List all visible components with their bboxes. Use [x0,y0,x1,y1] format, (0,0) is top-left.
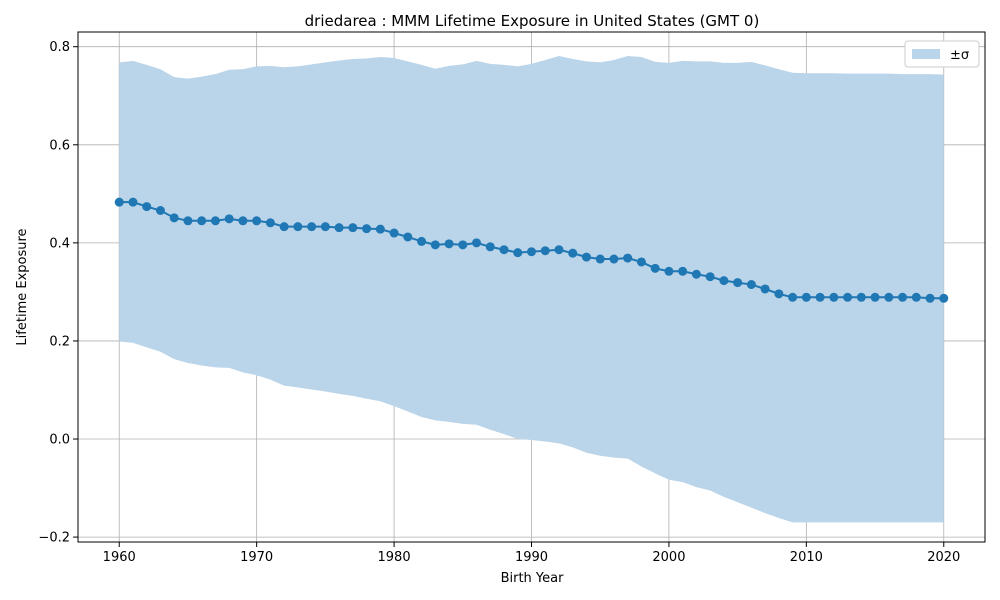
data-point [348,223,358,233]
x-tick-label: 1970 [240,550,273,565]
data-point [691,269,701,279]
data-point [513,248,523,258]
data-point [595,254,605,264]
y-tick-label: 0.6 [49,138,70,153]
sigma-band [119,56,944,523]
y-tick-label: −0.2 [38,531,70,546]
data-point [293,222,303,232]
data-point [499,245,509,255]
x-axis-ticks: 1960 1970 1980 1990 2000 2010 2020 [103,542,960,565]
data-point [155,206,165,215]
data-point [142,202,152,212]
data-point [224,214,234,224]
data-point [375,224,385,234]
data-point [320,222,330,232]
data-point [389,228,399,238]
data-point [898,292,908,302]
x-tick-label: 1990 [515,550,548,565]
data-point [279,222,289,232]
data-point [925,293,935,303]
data-point [183,216,193,226]
y-tick-label: 0.4 [49,236,70,251]
data-point [554,245,564,255]
data-point [169,213,179,223]
data-point [472,238,482,248]
y-tick-label: 0.0 [49,433,70,448]
data-point [527,247,536,257]
x-tick-label: 2010 [790,550,823,565]
data-point [650,263,660,273]
data-point [664,266,674,276]
data-point [733,278,743,288]
x-axis-label: Birth Year [501,571,565,586]
data-point [870,292,880,302]
data-point [719,276,729,286]
data-point [252,216,262,226]
data-point [884,292,894,302]
legend-box [904,40,980,68]
data-point [623,253,633,263]
data-point [843,292,853,302]
data-point [774,289,784,299]
data-point [307,222,317,232]
data-point [760,284,770,294]
data-point [265,218,275,228]
data-point [197,216,207,226]
data-point [801,292,811,302]
data-point [430,240,440,250]
data-point [705,272,715,282]
data-point [362,224,372,234]
y-axis-ticks: −0.2 0.0 0.2 0.4 0.6 0.8 [38,40,78,546]
x-tick-label: 2000 [652,550,685,565]
data-point [128,197,138,207]
data-point [238,216,248,226]
data-point [403,232,413,242]
data-point [568,248,578,258]
legend: ±σ [904,40,980,68]
x-tick-label: 1960 [103,550,136,565]
data-point [788,292,798,302]
y-tick-label: 0.2 [49,334,70,349]
data-point [939,293,949,303]
data-point [540,246,550,256]
y-tick-label: 0.8 [49,40,70,55]
data-point [444,239,454,249]
mean-points [114,197,949,303]
data-point [636,257,646,267]
data-point [746,280,756,290]
chart-title: driedarea : MMM Lifetime Exposure in Uni… [305,12,760,30]
data-point [856,292,866,302]
x-tick-label: 1980 [378,550,411,565]
data-point [829,292,839,302]
data-point [678,266,688,276]
legend-swatch [912,49,940,59]
legend-label: ±σ [950,48,969,63]
data-point [609,254,619,264]
data-point [458,240,468,250]
data-point [815,292,825,302]
data-point [334,223,344,233]
data-point [485,242,495,252]
data-point [114,197,124,207]
data-point [581,252,591,262]
data-point [417,236,427,246]
x-tick-label: 2020 [927,550,960,565]
y-axis-label: Lifetime Exposure [15,228,30,345]
data-point [911,292,921,302]
data-point [210,216,220,226]
